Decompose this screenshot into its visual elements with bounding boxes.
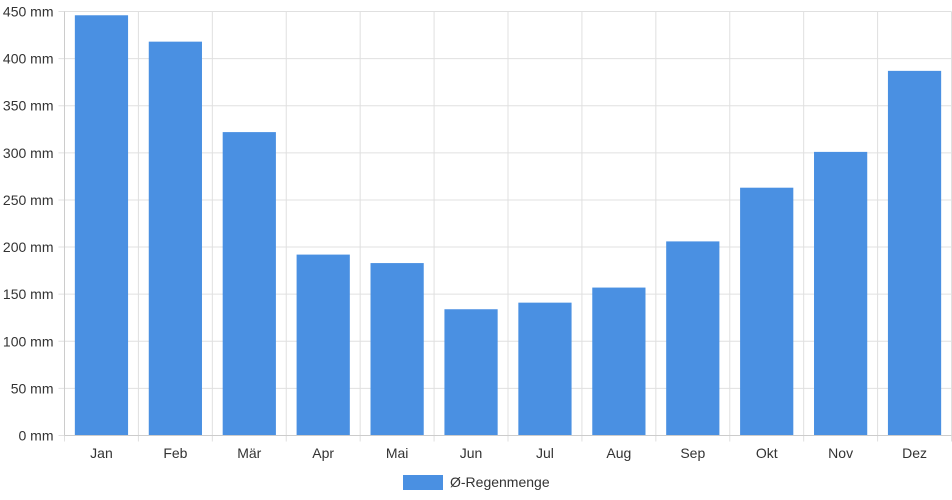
bar-okt[interactable] — [740, 187, 794, 436]
bar-jul[interactable] — [518, 302, 572, 436]
axes — [64, 11, 952, 436]
x-tick-label: Aug — [606, 445, 631, 461]
x-tick-label: Jul — [536, 445, 554, 461]
x-tick-label: Mär — [237, 445, 261, 461]
bar-sep[interactable] — [666, 241, 720, 436]
x-tick-label: Dez — [902, 445, 927, 461]
x-tick-label: Nov — [828, 445, 853, 461]
x-axis-tick-labels: Jan Feb Mär Apr Mai Jun Jul Aug Sep Okt Nov Dez — [90, 445, 927, 461]
y-tick-label: 400 mm — [3, 51, 54, 67]
bars — [74, 15, 942, 436]
legend[interactable]: Ø-Regenmenge — [403, 474, 550, 490]
y-tick-label: 100 mm — [3, 333, 54, 349]
y-tick-label: 300 mm — [3, 145, 54, 161]
x-tick-label: Feb — [163, 445, 187, 461]
y-tick-label: 200 mm — [3, 239, 54, 255]
bar-dez[interactable] — [887, 70, 942, 436]
x-tick-label: Sep — [680, 445, 705, 461]
x-tick-label: Okt — [756, 445, 778, 461]
y-tick-label: 0 mm — [19, 428, 54, 444]
bar-aug[interactable] — [592, 287, 646, 436]
x-tick-label: Jun — [460, 445, 483, 461]
bar-jun[interactable] — [444, 309, 498, 436]
bar-apr[interactable] — [296, 254, 350, 436]
y-tick-label: 350 mm — [3, 98, 54, 114]
x-tick-label: Mai — [386, 445, 409, 461]
legend-label: Ø-Regenmenge — [450, 474, 550, 490]
y-tick-label: 150 mm — [3, 286, 54, 302]
y-tick-label: 250 mm — [3, 192, 54, 208]
bar-jan[interactable] — [74, 15, 129, 436]
bar-mär[interactable] — [222, 132, 276, 436]
legend-swatch — [403, 475, 443, 490]
bar-nov[interactable] — [814, 151, 868, 436]
x-tick-label: Jan — [90, 445, 113, 461]
y-tick-label: 50 mm — [11, 380, 54, 396]
x-tick-label: Apr — [312, 445, 334, 461]
y-axis-tick-labels: 0 mm 50 mm 100 mm 150 mm 200 mm 250 mm 300 mm 3… — [3, 4, 54, 444]
bar-mai[interactable] — [370, 263, 424, 436]
bar-feb[interactable] — [148, 41, 202, 436]
y-tick-label: 450 mm — [3, 4, 54, 20]
